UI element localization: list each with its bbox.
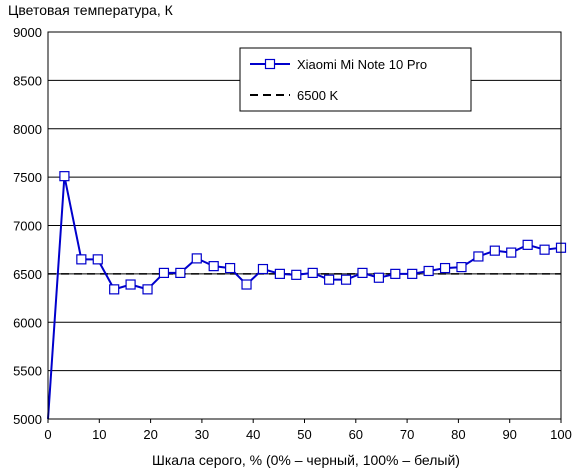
data-point bbox=[142, 284, 153, 295]
data-point bbox=[59, 171, 70, 182]
data-point bbox=[274, 268, 285, 279]
x-axis-title: Шкала серого, % (0% – черный, 100% – бел… bbox=[152, 452, 460, 468]
x-tick-label: 90 bbox=[502, 427, 516, 442]
data-point bbox=[423, 265, 434, 277]
data-point bbox=[473, 251, 484, 262]
y-tick-label: 9000 bbox=[13, 25, 42, 40]
legend-box bbox=[239, 47, 472, 112]
data-point bbox=[357, 267, 368, 279]
y-tick-label: 8000 bbox=[13, 122, 42, 137]
y-tick-label: 5000 bbox=[13, 412, 42, 427]
data-point bbox=[158, 267, 170, 279]
data-point bbox=[439, 262, 451, 274]
data-point bbox=[92, 254, 103, 265]
x-tick-label: 20 bbox=[143, 427, 157, 442]
y-tick-label: 7000 bbox=[13, 219, 42, 234]
data-point bbox=[291, 269, 302, 280]
data-point bbox=[390, 268, 401, 279]
data-point bbox=[175, 267, 186, 279]
y-axis-title: Цветовая температура, К bbox=[8, 2, 174, 18]
data-point bbox=[506, 247, 517, 258]
series-layer bbox=[47, 171, 567, 420]
series-line bbox=[47, 175, 562, 420]
data-point bbox=[539, 244, 550, 255]
y-tick-label: 6500 bbox=[13, 267, 42, 282]
data-point bbox=[257, 263, 269, 275]
data-point bbox=[208, 261, 219, 272]
x-tick-label: 0 bbox=[44, 427, 51, 442]
x-tick-label: 10 bbox=[92, 427, 106, 442]
x-tick-label: 60 bbox=[349, 427, 363, 442]
tick-labels: 5000 5500 6000 6500 7000 7500 8000 8500 9000 0 10 2… bbox=[13, 25, 572, 442]
data-point bbox=[522, 239, 533, 250]
data-point bbox=[191, 253, 202, 264]
y-tick-label: 7500 bbox=[13, 170, 42, 185]
x-tick-label: 30 bbox=[195, 427, 209, 442]
data-point bbox=[76, 254, 87, 265]
data-point bbox=[407, 268, 418, 279]
y-tick-label: 8500 bbox=[13, 73, 42, 88]
data-point bbox=[225, 262, 236, 274]
data-point bbox=[324, 274, 335, 285]
legend-reference-label: 6500 K bbox=[297, 88, 339, 103]
y-tick-label: 5500 bbox=[13, 364, 42, 379]
data-point bbox=[307, 267, 318, 279]
legend-series-marker bbox=[264, 58, 276, 70]
data-point bbox=[373, 272, 384, 283]
x-tick-label: 70 bbox=[400, 427, 414, 442]
data-point bbox=[456, 262, 467, 273]
legend: Xiaomi Mi Note 10 Pro 6500 K bbox=[239, 47, 472, 112]
y-tick-label: 6000 bbox=[13, 315, 42, 330]
x-tick-label: 100 bbox=[550, 427, 572, 442]
legend-series-label: Xiaomi Mi Note 10 Pro bbox=[297, 57, 427, 72]
x-tick-label: 40 bbox=[246, 427, 260, 442]
data-point bbox=[109, 284, 120, 295]
data-point bbox=[489, 245, 500, 256]
x-tick-label: 50 bbox=[297, 427, 311, 442]
data-point bbox=[241, 279, 252, 290]
x-tick-label: 80 bbox=[451, 427, 465, 442]
data-point bbox=[125, 279, 136, 290]
data-point bbox=[340, 274, 352, 285]
